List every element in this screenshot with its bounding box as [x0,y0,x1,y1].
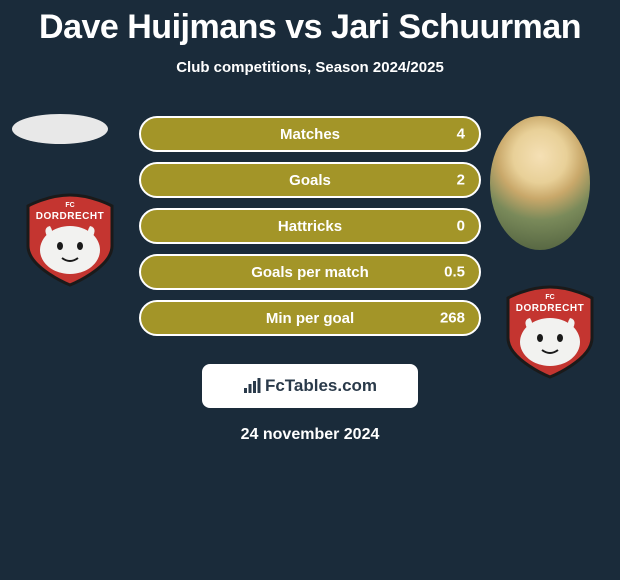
stat-value: 268 [440,310,465,327]
stat-row: Hattricks 0 [139,208,481,244]
club-badge-icon: FC DORDRECHT [500,284,600,380]
stat-value: 2 [457,172,465,189]
stat-label: Goals per match [251,264,369,281]
player-left-avatar [12,114,108,144]
stat-label: Hattricks [278,218,342,235]
stat-value: 4 [457,126,465,143]
stat-row: Goals 2 [139,162,481,198]
stat-row: Min per goal 268 [139,300,481,336]
player-right-club-badge: FC DORDRECHT [500,284,600,380]
svg-text:FC: FC [545,294,554,301]
bar-chart-icon [243,378,261,394]
stat-value: 0 [457,218,465,235]
player-left-club-badge: FC DORDRECHT [20,192,120,288]
svg-text:DORDRECHT: DORDRECHT [516,303,584,314]
subtitle: Club competitions, Season 2024/2025 [0,59,620,76]
page-title: Dave Huijmans vs Jari Schuurman [0,8,620,47]
brand-label: FcTables.com [265,376,377,396]
stat-label: Min per goal [266,310,354,327]
stats-list: Matches 4 Goals 2 Hattricks 0 Goals per … [139,114,481,336]
svg-text:FC: FC [65,202,74,209]
brand-text: FcTables.com [243,376,377,396]
stat-row: Matches 4 [139,116,481,152]
stat-label: Goals [289,172,331,189]
date-label: 24 november 2024 [0,426,620,444]
player-right-avatar [490,116,590,250]
content-area: FC DORDRECHT FC DORDRECHT [0,114,620,444]
stat-value: 0.5 [444,264,465,281]
svg-text:DORDRECHT: DORDRECHT [36,211,104,222]
stat-row: Goals per match 0.5 [139,254,481,290]
stat-label: Matches [280,126,340,143]
club-badge-icon: FC DORDRECHT [20,192,120,288]
brand-badge[interactable]: FcTables.com [202,364,418,408]
comparison-card: Dave Huijmans vs Jari Schuurman Club com… [0,0,620,444]
